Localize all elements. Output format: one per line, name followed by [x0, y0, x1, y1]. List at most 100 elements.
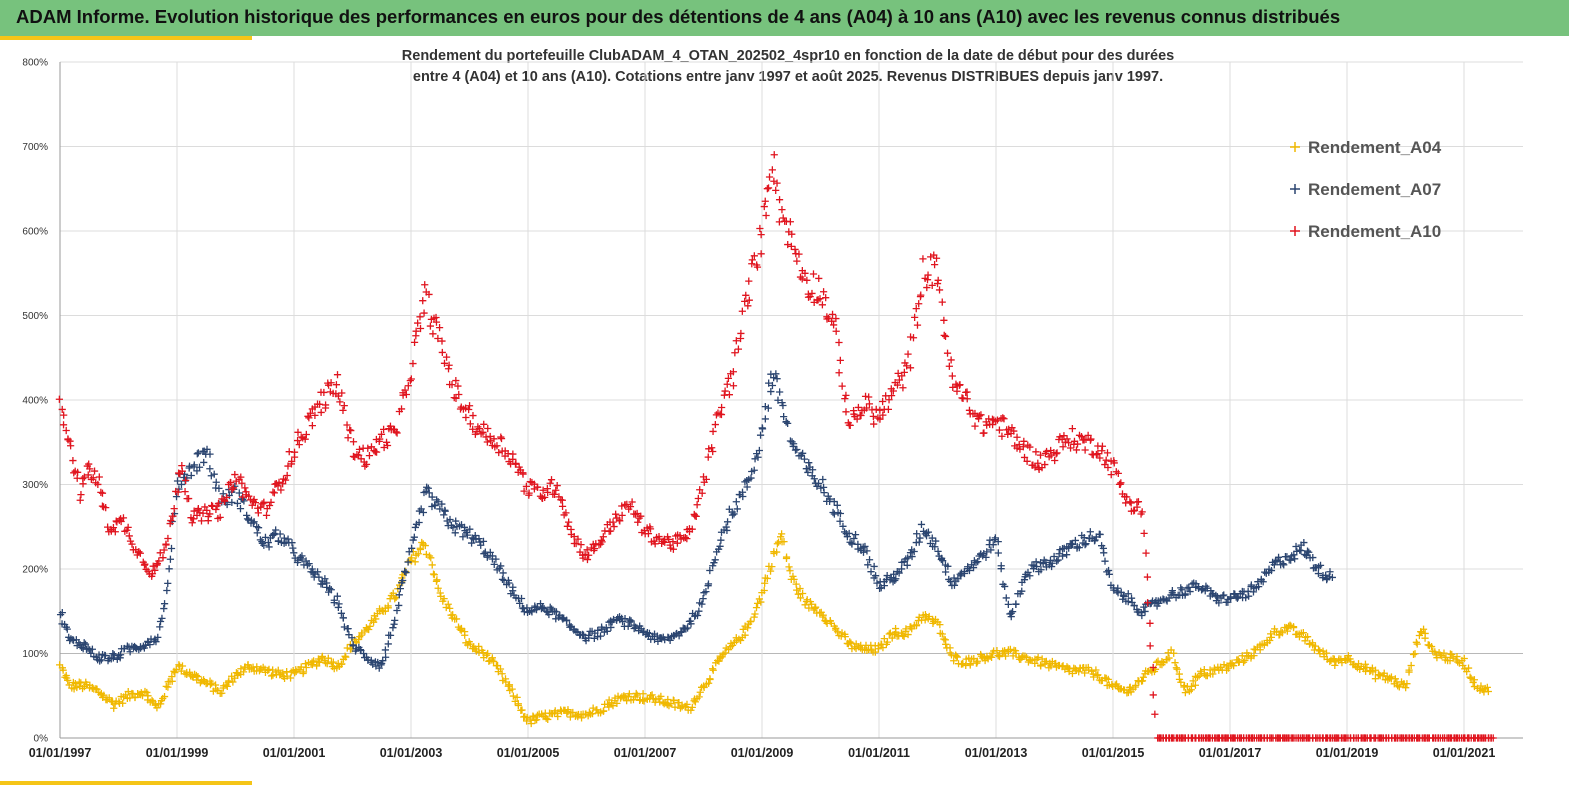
data-point [1402, 684, 1410, 692]
data-point [101, 652, 109, 660]
data-point [867, 568, 875, 576]
data-point [193, 450, 201, 458]
data-point [402, 568, 410, 577]
data-point [1303, 633, 1312, 641]
chart-title-line-2: entre 4 (A04) et 10 ans (A10). Cotations… [412, 69, 1164, 85]
data-point [519, 470, 527, 478]
data-point [384, 640, 392, 648]
data-point [709, 666, 717, 674]
data-point [632, 689, 640, 698]
data-point [274, 482, 282, 490]
chart-title-line-1: Rendement du portefeuille ClubADAM_4_OTA… [401, 48, 1175, 64]
data-point [463, 531, 471, 539]
data-point [994, 537, 1002, 546]
data-point [786, 218, 794, 226]
data-point [833, 628, 842, 636]
data-point [1059, 443, 1067, 451]
data-point [778, 530, 786, 538]
data-point [1173, 665, 1181, 673]
data-point [71, 680, 79, 688]
data-point [751, 610, 759, 618]
data-point [181, 487, 189, 496]
data-point [77, 679, 85, 687]
data-point [1289, 624, 1298, 632]
data-point [504, 682, 512, 690]
data-point [283, 471, 291, 480]
data-point [546, 603, 554, 611]
data-point [477, 541, 485, 549]
data-point [452, 394, 460, 402]
data-point [708, 665, 717, 673]
data-point [609, 615, 618, 624]
data-point [687, 620, 695, 628]
data-point [208, 679, 216, 687]
legend-item: Rendement_A07 [1290, 180, 1441, 199]
data-point [1116, 480, 1124, 488]
data-point [633, 509, 641, 518]
data-point [1241, 656, 1249, 665]
data-point [782, 418, 790, 426]
data-point [172, 665, 180, 673]
data-point [624, 622, 632, 630]
data-point [193, 467, 201, 475]
data-point [411, 523, 420, 532]
data-point [436, 505, 444, 513]
data-point [618, 511, 626, 519]
data-point [1034, 459, 1042, 467]
data-point [842, 408, 850, 416]
data-point [800, 455, 809, 463]
data-point [357, 455, 365, 463]
data-point [770, 374, 778, 382]
x-tick-label: 01/01/2003 [380, 746, 443, 760]
data-point [924, 528, 933, 536]
data-point [1018, 587, 1026, 595]
data-point [565, 518, 573, 526]
data-point [79, 480, 87, 488]
data-point [444, 600, 452, 608]
data-point [931, 543, 939, 551]
data-point [899, 384, 907, 392]
data-point [1470, 676, 1478, 684]
data-point [297, 433, 305, 441]
data-point [109, 524, 118, 532]
data-point [225, 677, 233, 685]
data-point [876, 415, 884, 423]
data-point [251, 499, 260, 507]
data-point [276, 530, 284, 538]
x-tick-label: 01/01/2015 [1082, 746, 1145, 760]
data-point [1104, 566, 1113, 575]
data-point [428, 561, 436, 569]
data-point [1405, 666, 1413, 674]
data-point [275, 478, 283, 486]
data-point [386, 631, 395, 640]
data-point [940, 316, 948, 324]
data-point [110, 651, 118, 659]
data-point [389, 589, 397, 597]
data-point [236, 505, 245, 513]
data-point [440, 359, 449, 367]
data-point [334, 603, 342, 612]
data-point [900, 368, 908, 376]
data-point [166, 555, 175, 563]
data-point [408, 544, 416, 552]
data-point [839, 522, 847, 530]
data-point [553, 481, 561, 490]
data-point [499, 569, 507, 577]
data-point [1278, 629, 1287, 637]
data-point [651, 540, 659, 548]
data-point [401, 386, 409, 394]
data-point [1193, 673, 1201, 681]
data-point [497, 562, 505, 570]
data-point [1087, 435, 1095, 443]
data-point [404, 558, 412, 566]
data-point [382, 653, 390, 661]
data-point [764, 404, 772, 412]
chart-title: Rendement du portefeuille ClubADAM_4_OTA… [288, 46, 1288, 88]
data-point [904, 554, 912, 562]
data-point [338, 389, 346, 397]
data-point [484, 649, 492, 658]
data-point [693, 501, 701, 509]
data-point [185, 464, 193, 472]
data-point [327, 379, 335, 387]
data-point [116, 651, 125, 659]
